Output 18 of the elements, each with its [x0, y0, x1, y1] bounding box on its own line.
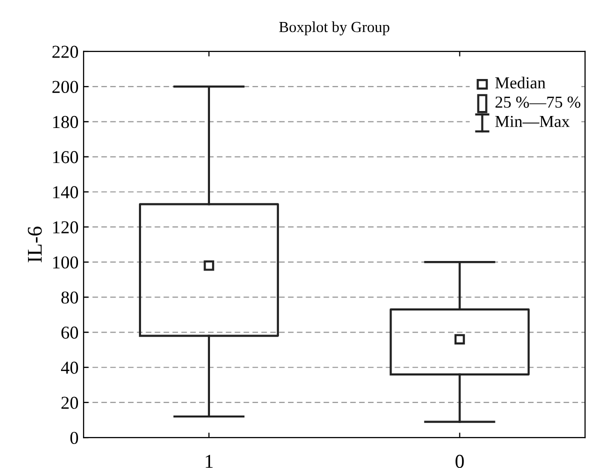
chart-title: Boxplot by Group: [279, 21, 390, 36]
y-tick-label: 220: [52, 46, 78, 58]
y-tick-label: 140: [53, 186, 78, 198]
y-tick-label: 160: [53, 151, 78, 164]
annotation: Median: [495, 76, 546, 88]
x-tick-label: 1: [206, 454, 213, 468]
y-tick-label: 200: [52, 80, 78, 94]
annotation: 25 %—75 %: [496, 96, 580, 108]
y-tick-label: 180: [53, 116, 78, 128]
y-axis-title: IL-6: [28, 226, 42, 262]
y-tick-label: 20: [61, 396, 78, 409]
y-tick-label: 80: [61, 291, 78, 304]
y-tick-label: 0: [70, 432, 78, 444]
y-tick-label: 120: [53, 221, 78, 234]
y-tick-label: 100: [53, 256, 78, 269]
annotation: Min—Max: [495, 116, 570, 128]
y-tick-label: 40: [61, 362, 78, 374]
y-tick-label: 60: [61, 326, 78, 339]
